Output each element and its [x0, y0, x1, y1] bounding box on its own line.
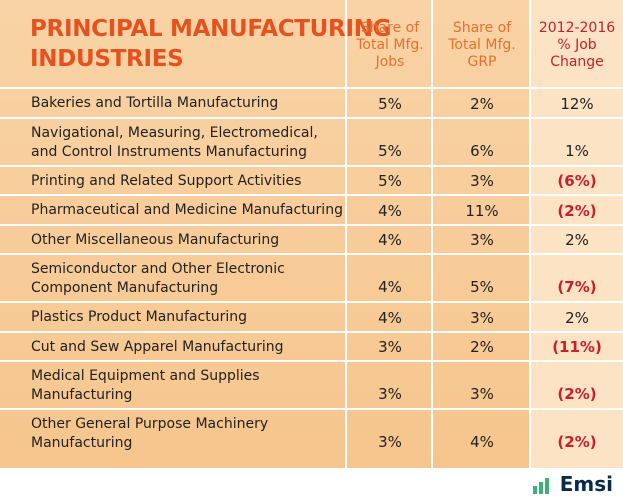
table-cell: 2%	[565, 231, 589, 250]
row-divider	[0, 301, 623, 303]
table-cell: 3%	[378, 338, 402, 357]
column-header: Share of Total Mfg. GRP	[433, 20, 531, 71]
table-cell: 3%	[378, 433, 402, 451]
column-header-line: % Job	[557, 37, 597, 53]
table-cell: 12%	[560, 94, 594, 113]
table-cell: (11%)	[552, 338, 602, 357]
industry-name: Navigational, Measuring, Electromedical,…	[31, 124, 318, 162]
table-cell: 6%	[470, 141, 494, 160]
industry-name-line: Manufacturing	[31, 387, 133, 403]
table-cell: 11%	[465, 201, 499, 220]
industry-name: Medical Equipment and Supplies Manufactur…	[31, 367, 260, 405]
industry-name-line: Manufacturing	[31, 435, 133, 451]
table-cell: 3%	[470, 308, 494, 327]
row-divider	[0, 87, 623, 89]
table-cell: (2%)	[557, 433, 597, 451]
table-cell: 2%	[470, 94, 494, 113]
industry-name: Plastics Product Manufacturing	[31, 308, 247, 327]
table-cell: 3%	[378, 385, 402, 403]
table-cell: 4%	[470, 433, 494, 451]
row-divider	[0, 223, 623, 226]
table-cell: 2%	[470, 338, 494, 357]
logo-icon	[533, 478, 549, 494]
industry-name: Bakeries and Tortilla Manufacturing	[31, 94, 278, 113]
table-cell: 5%	[378, 94, 402, 113]
table-cell: 3%	[470, 231, 494, 250]
title-line: PRINCIPAL MANUFACTURING	[30, 16, 392, 42]
table-cell: 4%	[378, 308, 402, 327]
row-divider	[0, 330, 623, 333]
column-header: 2012-2016% Job Change	[531, 20, 623, 71]
table-cell: (2%)	[557, 201, 597, 220]
row-divider	[0, 408, 623, 410]
industry-name-line: Other General Purpose Machinery	[31, 416, 269, 432]
column-header-line: Total Mfg.	[356, 37, 424, 53]
row-divider	[0, 116, 623, 119]
title-line: INDUSTRIES	[30, 46, 184, 72]
industry-name: Pharmaceutical and Medicine Manufacturin…	[31, 201, 343, 220]
column-header-line: Jobs	[375, 54, 405, 70]
logo: Emsi	[559, 472, 613, 496]
industry-name-line: Semiconductor and Other Electronic	[31, 261, 285, 277]
column-header-line: Change	[550, 54, 604, 70]
column-header-line: Share of	[452, 20, 512, 36]
table-cell: 3%	[470, 172, 494, 191]
industry-name-line: Plastics Product Manufacturing	[31, 309, 248, 326]
column-divider	[529, 0, 531, 468]
table-cell: (2%)	[557, 385, 597, 403]
table-cell: 5%	[470, 278, 494, 296]
table-cell: 3%	[470, 385, 494, 403]
row-divider	[0, 194, 623, 196]
industry-name-line: Navigational, Measuring, Electromedical,	[31, 124, 318, 141]
industry-name-line: Medical Equipment and Supplies	[31, 368, 260, 384]
industry-name-line: Cut and Sew Apparel Manufacturing	[31, 338, 284, 355]
column-header-line: 2012-2016	[538, 20, 616, 36]
column-divider	[431, 0, 433, 468]
industry-name-line: and Control Instruments Manufacturing	[31, 143, 307, 160]
table-cell: 5%	[378, 141, 402, 160]
row-divider	[0, 164, 623, 167]
column-divider	[345, 0, 347, 468]
industry-name-line: Bakeries and Tortilla Manufacturing	[31, 95, 279, 112]
industry-name: Other Miscellaneous Manufacturing	[31, 231, 279, 250]
table-cell: (6%)	[557, 172, 597, 191]
industry-name: Other General Purpose Machinery Manufactu…	[31, 415, 268, 453]
industry-name-line: Printing and Related Support Activities	[31, 172, 302, 189]
table-cell: 4%	[378, 278, 402, 296]
highlight-column	[531, 0, 623, 468]
table-cell: 1%	[565, 141, 589, 160]
table-cell: 5%	[378, 172, 402, 191]
industry-name: Printing and Related Support Activities	[31, 172, 301, 191]
column-header: Share of Total Mfg. Jobs	[347, 20, 433, 71]
industry-name-line: Other Miscellaneous Manufacturing	[31, 231, 280, 248]
industry-name-line: Pharmaceutical and Medicine Manufacturin…	[31, 202, 343, 219]
row-divider	[0, 360, 623, 362]
title: PRINCIPAL MANUFACTURING INDUSTRIES	[30, 14, 392, 74]
table-cell: (7%)	[557, 278, 597, 296]
row-divider	[0, 253, 623, 255]
column-header-line: Total Mfg.	[448, 37, 516, 53]
industry-name-line: Component Manufacturing	[31, 280, 219, 296]
industry-name: Cut and Sew Apparel Manufacturing	[31, 338, 284, 357]
table-cell: 4%	[378, 201, 402, 220]
table-cell: 2%	[565, 308, 589, 327]
column-header-line: Share of	[360, 20, 420, 36]
table-cell: 4%	[378, 231, 402, 250]
industry-name: Semiconductor and Other Electronic Compon…	[31, 260, 285, 298]
background	[0, 0, 623, 468]
column-header-line: GRP	[467, 54, 497, 70]
